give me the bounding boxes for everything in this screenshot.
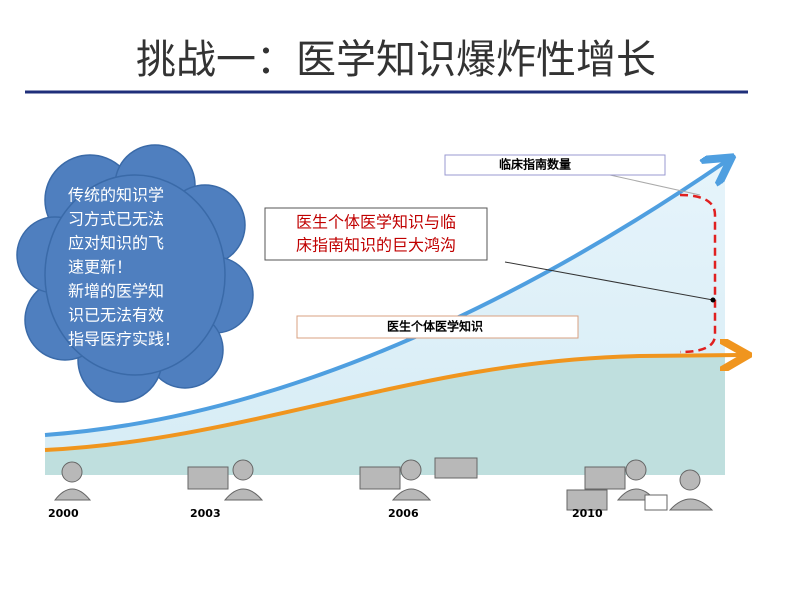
cloud-line: 新增的医学知 bbox=[68, 282, 164, 301]
individual-box bbox=[296, 315, 579, 339]
cloud bbox=[16, 144, 254, 403]
gap-dot bbox=[710, 297, 716, 303]
guidelines-pointer bbox=[609, 174, 701, 196]
year-label: 2000 bbox=[48, 507, 79, 520]
gap-label: 医生个体医学知识与临 bbox=[296, 213, 456, 232]
guidelines-label: 临床指南数量 bbox=[499, 157, 571, 172]
title: 挑战一：医学知识爆炸性增长 bbox=[136, 37, 656, 83]
cloud-line: 识已无法有效 bbox=[68, 306, 164, 325]
cloud-line: 习方式已无法 bbox=[68, 210, 164, 229]
cloud-line: 指导医疗实践！ bbox=[68, 330, 180, 349]
cloud-line: 应对知识的飞 bbox=[68, 234, 164, 253]
year-label: 2006 bbox=[388, 507, 419, 520]
individual-area bbox=[45, 355, 725, 475]
cloud-line: 传统的知识学 bbox=[68, 186, 164, 205]
year-label: 2010 bbox=[572, 507, 603, 520]
individual-label: 医生个体医学知识 bbox=[387, 319, 483, 334]
guidelines-curve bbox=[44, 162, 725, 437]
guidelines-box bbox=[444, 154, 666, 176]
icons bbox=[53, 457, 714, 511]
individual-curve bbox=[44, 355, 740, 452]
cloud-line: 速更新！ bbox=[68, 258, 132, 277]
gap-pointer bbox=[504, 261, 714, 301]
year-label: 2003 bbox=[190, 507, 221, 520]
gap-label: 床指南知识的巨大鸿沟 bbox=[296, 236, 456, 255]
gap-bracket bbox=[679, 193, 717, 354]
timeline: 2000 2003 2006 2010 bbox=[48, 507, 603, 520]
gap-box bbox=[264, 207, 488, 261]
